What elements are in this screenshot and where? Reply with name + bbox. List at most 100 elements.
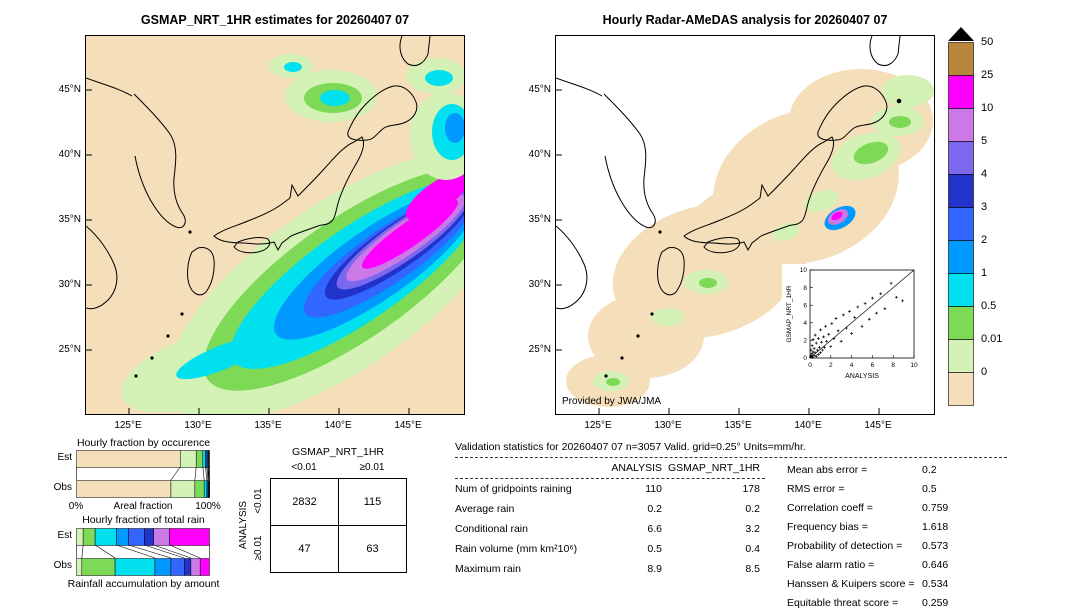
stat-label: Num of gridpoints raining bbox=[455, 483, 572, 495]
colorbar-tick-label: 0.5 bbox=[981, 300, 997, 312]
contingency-cell-01: 115 bbox=[338, 478, 407, 526]
svg-text:ANALYSIS: ANALYSIS bbox=[845, 373, 879, 380]
score-value: 0.646 bbox=[922, 559, 949, 571]
score-value: 0.573 bbox=[922, 540, 949, 552]
stat-label: Average rain bbox=[455, 503, 515, 515]
score-value: 0.5 bbox=[922, 483, 937, 495]
colorbar-overflow-triangle-icon bbox=[948, 27, 974, 41]
score-value: 0.534 bbox=[922, 578, 949, 590]
stat-label: Rain volume (mm km²10⁶) bbox=[455, 543, 578, 555]
occurrence-bars bbox=[76, 450, 210, 498]
bar-connectors bbox=[76, 466, 210, 481]
gsmap-estimates-map bbox=[85, 35, 465, 415]
col-header-analysis: ANALYSIS bbox=[611, 462, 662, 474]
contingency-row-label-ge: ≥0.01 bbox=[253, 535, 264, 561]
score-line: False alarm ratio = 0.646 bbox=[787, 559, 948, 572]
y-tick-label: 45°N bbox=[528, 84, 551, 95]
score-line: Correlation coeff = 0.759 bbox=[787, 502, 948, 515]
colorbar-tick-label: 0 bbox=[981, 366, 988, 378]
colorbar-scale bbox=[948, 42, 974, 406]
row-label-est: Est bbox=[57, 530, 72, 541]
coastline-layer bbox=[556, 36, 901, 378]
svg-text:10: 10 bbox=[800, 267, 808, 274]
score-value: 0.2 bbox=[922, 464, 937, 476]
score-value: 1.618 bbox=[922, 521, 949, 533]
divider bbox=[455, 478, 765, 479]
score-value: 0.259 bbox=[922, 597, 949, 609]
x-tick-label: 145°E bbox=[864, 420, 892, 431]
axis-ticks bbox=[86, 89, 410, 414]
colorbar-tick-label: 50 bbox=[981, 36, 994, 48]
radar-map-canvas bbox=[556, 36, 934, 414]
y-tick-label: 35°N bbox=[528, 214, 551, 225]
y-tick-label: 30°N bbox=[528, 279, 551, 290]
totalrain-caption: Rainfall accumulation by amount bbox=[67, 578, 220, 590]
contingency-col-label-lt: <0.01 bbox=[291, 462, 317, 473]
svg-text:8: 8 bbox=[803, 285, 807, 292]
col-header-gsmap: GSMAP_NRT_1HR bbox=[668, 462, 760, 474]
y-tick-label: 40°N bbox=[58, 149, 81, 160]
stat-gsmap-value: 8.5 bbox=[745, 563, 760, 575]
x-tick-label: 130°E bbox=[654, 420, 682, 431]
occurrence-chart-title: Hourly fraction by occurence bbox=[76, 437, 211, 449]
stat-gsmap-value: 178 bbox=[742, 483, 760, 495]
colorbar-tick-label: 0.01 bbox=[981, 333, 1003, 345]
y-tick-label: 30°N bbox=[58, 279, 81, 290]
stat-analysis-value: 8.9 bbox=[647, 563, 662, 575]
colorbar-tick-label: 2 bbox=[981, 234, 988, 246]
svg-text:GSMAP_NRT_1HR: GSMAP_NRT_1HR bbox=[786, 285, 793, 342]
score-line: Frequency bias = 1.618 bbox=[787, 521, 948, 534]
stats-row: Average rain 0.2 0.2 bbox=[455, 503, 760, 516]
svg-text:0: 0 bbox=[803, 355, 807, 362]
score-label: Correlation coeff = bbox=[787, 502, 873, 514]
contingency-col-group: GSMAP_NRT_1HR bbox=[292, 446, 384, 458]
colorbar bbox=[948, 27, 974, 411]
scatter-inset: 0 2 4 6 8 10 0 2 4 6 8 10 ANALYSIS GSMAP_NRT_1HR bbox=[782, 264, 922, 390]
y-tick-label: 35°N bbox=[58, 214, 81, 225]
stats-row: Rain volume (mm km²10⁶) 0.5 0.4 bbox=[455, 543, 760, 556]
coastline-layer bbox=[86, 36, 431, 378]
precipitation-layer bbox=[566, 69, 934, 407]
y-tick-label: 40°N bbox=[528, 149, 551, 160]
stat-gsmap-value: 3.2 bbox=[745, 523, 760, 535]
colorbar-tick-label: 25 bbox=[981, 69, 994, 81]
stat-analysis-value: 110 bbox=[645, 483, 662, 495]
y-tick-label: 25°N bbox=[528, 344, 551, 355]
score-label: Probability of detection = bbox=[787, 540, 903, 552]
score-label: Hanssen & Kuipers score = bbox=[787, 578, 915, 590]
stat-label: Conditional rain bbox=[455, 523, 528, 535]
stats-row: Maximum rain 8.9 8.5 bbox=[455, 563, 760, 576]
axis-title: Areal fraction bbox=[113, 501, 173, 512]
colorbar-tick-label: 4 bbox=[981, 168, 988, 180]
divider bbox=[455, 457, 1007, 458]
scatter-inset-canvas: 0 2 4 6 8 10 0 2 4 6 8 10 ANALYSIS GSMAP_NRT_1HR bbox=[782, 264, 922, 390]
score-label: RMS error = bbox=[787, 483, 845, 495]
contingency-table: 2832 115 47 63 bbox=[270, 478, 407, 573]
x-tick-label: 130°E bbox=[184, 420, 212, 431]
score-line: Hanssen & Kuipers score = 0.534 bbox=[787, 578, 948, 591]
colorbar-tick-label: 10 bbox=[981, 102, 994, 114]
score-line: RMS error = 0.5 bbox=[787, 483, 937, 496]
svg-text:6: 6 bbox=[871, 362, 875, 369]
x-tick-label: 140°E bbox=[794, 420, 822, 431]
score-line: Equitable threat score = 0.259 bbox=[787, 597, 948, 610]
precipitation-layer bbox=[121, 54, 464, 414]
y-tick-label: 25°N bbox=[58, 344, 81, 355]
svg-text:2: 2 bbox=[803, 338, 807, 345]
axis-ticks bbox=[556, 89, 880, 414]
svg-text:2: 2 bbox=[829, 362, 833, 369]
score-label: Mean abs error = bbox=[787, 464, 868, 476]
x-tick-label: 135°E bbox=[724, 420, 752, 431]
x-tick-label: 125°E bbox=[584, 420, 612, 431]
contingency-cell-10: 47 bbox=[270, 525, 339, 573]
scatter-points bbox=[809, 281, 904, 359]
score-label: Frequency bias = bbox=[787, 521, 868, 533]
score-label: False alarm ratio = bbox=[787, 559, 875, 571]
stats-row: Conditional rain 6.6 3.2 bbox=[455, 523, 760, 536]
svg-text:6: 6 bbox=[803, 302, 807, 309]
stat-gsmap-value: 0.2 bbox=[745, 503, 760, 515]
row-label-obs: Obs bbox=[53, 482, 72, 493]
stats-row: Num of gridpoints raining 110 178 bbox=[455, 483, 760, 496]
gsmap-map-canvas bbox=[86, 36, 464, 414]
stats-column-headers: ANALYSIS GSMAP_NRT_1HR bbox=[455, 462, 760, 475]
